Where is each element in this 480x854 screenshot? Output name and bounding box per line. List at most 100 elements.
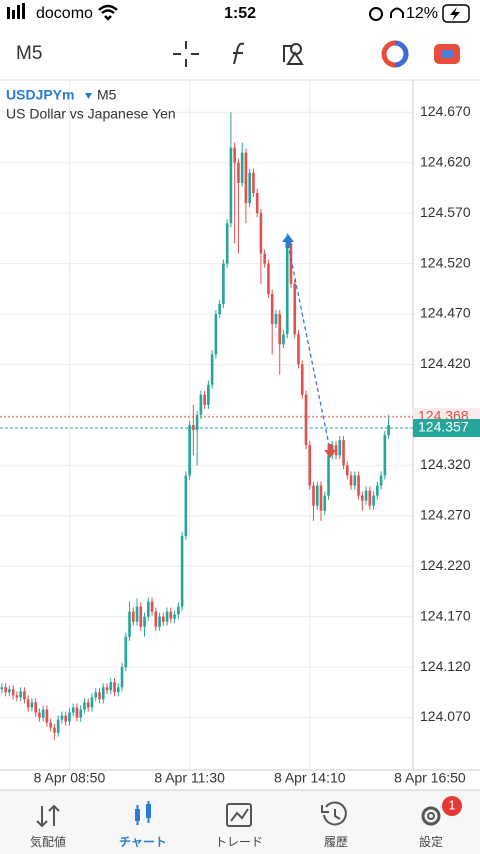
candle-body <box>274 314 278 325</box>
candle-body <box>297 334 300 365</box>
candle-body <box>135 606 139 622</box>
candle-body <box>124 636 128 668</box>
carrier: docomo <box>36 5 93 22</box>
candle-body <box>38 712 41 718</box>
candle-body <box>68 712 71 722</box>
candle-body <box>146 601 150 617</box>
trade-icon <box>441 50 453 58</box>
nav-item[interactable]: 履歴 <box>324 835 348 849</box>
candle-body <box>237 162 240 183</box>
candle-body <box>4 687 7 693</box>
crosshair-button[interactable] <box>173 41 199 67</box>
symbol-dropdown[interactable] <box>85 93 92 99</box>
candle-body <box>139 606 143 627</box>
indicator-button[interactable] <box>233 42 245 65</box>
candle-body <box>19 691 22 698</box>
candle-body <box>383 435 387 476</box>
candle-body <box>387 425 390 436</box>
candle-body <box>289 243 293 284</box>
plot: 124.670 124.620 124.570 124.520 124.470 124.4… <box>0 80 480 786</box>
y-tick-label: 124.070 <box>420 708 471 724</box>
candle-body <box>319 485 323 511</box>
candle-body <box>53 727 56 733</box>
bid-label: 124.357 <box>418 419 469 435</box>
candle-body <box>177 606 180 615</box>
history-icon <box>321 801 347 826</box>
candle-body <box>131 611 135 622</box>
y-tick-label: 124.520 <box>420 254 471 270</box>
wifi-icon <box>98 4 118 21</box>
candle-body <box>379 475 383 486</box>
candle-body <box>270 293 274 325</box>
battery-level: 12% <box>406 5 438 22</box>
settings-icon <box>421 806 441 826</box>
nav-item[interactable]: チャート <box>119 835 167 849</box>
y-tick-label: 124.470 <box>420 305 471 321</box>
candle-body <box>71 707 75 713</box>
y-tick-label: 124.120 <box>420 658 471 674</box>
candle-body <box>101 687 105 700</box>
candle-body <box>259 213 263 254</box>
candle-body <box>75 707 79 718</box>
candle-body <box>240 152 244 183</box>
chart-timeframe: M5 <box>97 87 117 103</box>
candle-body <box>109 682 113 691</box>
candle-body <box>338 440 342 456</box>
candle-body <box>169 611 173 619</box>
timeframe-button[interactable]: M5 <box>16 43 42 64</box>
candle-body <box>218 303 221 315</box>
candle-body <box>323 495 327 511</box>
x-tick-label: 8 Apr 11:30 <box>154 770 225 786</box>
quotes-icon <box>36 804 60 828</box>
y-tick-label: 124.170 <box>420 607 471 623</box>
x-tick-label: 8 Apr 16:50 <box>394 770 466 786</box>
trade-line <box>287 243 331 451</box>
candle-body <box>300 364 304 395</box>
candle-body <box>45 709 49 723</box>
candle-body <box>210 354 214 385</box>
candle-body <box>255 192 259 214</box>
candle-body <box>34 702 37 713</box>
candle-body <box>60 715 64 720</box>
candle-body <box>192 425 195 431</box>
nav-item[interactable]: トレード <box>215 835 263 849</box>
nav-item[interactable]: 設定 <box>419 834 443 849</box>
candle-body <box>150 601 154 612</box>
nav-items: 気配値 チャート トレード 履歴 設定 <box>30 834 443 849</box>
candle-body <box>143 616 146 627</box>
candle-body <box>203 394 206 405</box>
x-tick-label: 8 Apr 14:10 <box>274 770 346 786</box>
candle-body <box>233 147 236 163</box>
candle-body <box>207 384 210 405</box>
candle-body <box>56 719 60 733</box>
trade-icon <box>226 803 252 827</box>
candle-body <box>195 414 199 431</box>
candle-body <box>267 263 270 294</box>
candle-body <box>64 715 68 722</box>
candle-body <box>214 314 218 355</box>
buy-arrow <box>282 234 294 248</box>
candle-body <box>0 687 4 690</box>
candle-body <box>225 223 229 264</box>
candle-body <box>162 616 165 622</box>
candle-body <box>368 490 372 506</box>
candle-body <box>86 702 90 708</box>
candle-body <box>278 314 282 345</box>
signal-icon <box>17 5 20 19</box>
candle-body <box>79 709 83 718</box>
candle-body <box>11 689 15 696</box>
candle-body <box>23 691 26 700</box>
symbol[interactable]: USDJPYm <box>6 87 74 103</box>
candle-body <box>165 611 169 622</box>
candle-body <box>304 394 308 446</box>
y-tick-label: 124.320 <box>420 456 471 472</box>
nav-item[interactable]: 気配値 <box>30 834 66 849</box>
candle-body <box>334 445 338 456</box>
symbol-description: US Dollar vs Japanese Yen <box>6 106 176 122</box>
chart-icon <box>135 801 151 825</box>
objects-button[interactable] <box>283 43 304 65</box>
candle-body <box>293 283 297 335</box>
candle-body <box>128 611 131 637</box>
